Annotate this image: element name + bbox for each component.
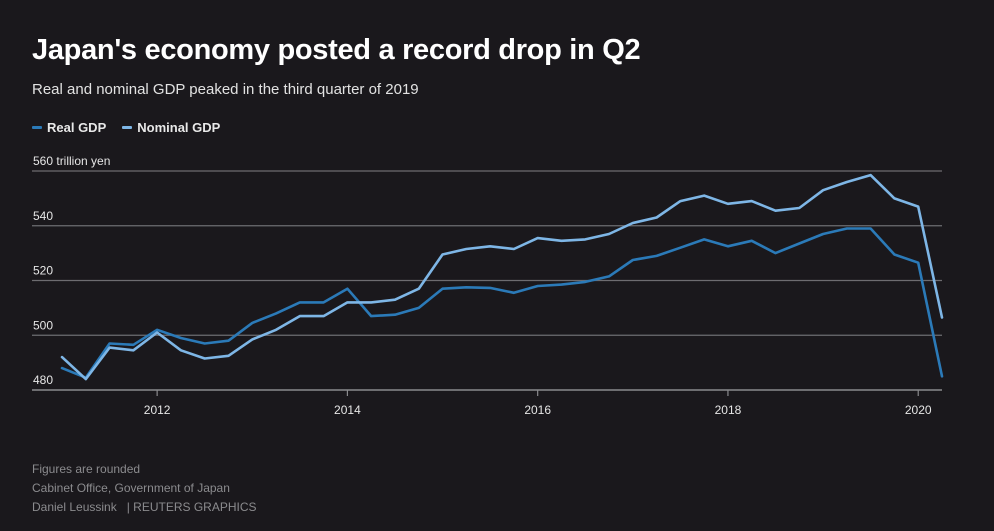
legend-swatch-real-gdp bbox=[32, 126, 42, 129]
y-tick-label-500: 500 bbox=[33, 318, 53, 332]
series-line-real-gdp bbox=[60, 227, 944, 380]
chart-subtitle: Real and nominal GDP peaked in the third… bbox=[32, 81, 419, 98]
x-tick-label-2018: 2018 bbox=[715, 403, 742, 417]
footer-credit-line: Daniel Leussink | REUTERS GRAPHICS bbox=[32, 498, 257, 517]
y-tick-label-480: 480 bbox=[33, 373, 53, 387]
legend-swatch-nominal-gdp bbox=[122, 126, 133, 129]
legend-label-nominal-gdp: Nominal GDP bbox=[137, 120, 221, 135]
footer-credit: | REUTERS GRAPHICS bbox=[126, 500, 257, 514]
legend-label-real-gdp: Real GDP bbox=[47, 120, 107, 135]
y-tick-label-520: 520 bbox=[33, 264, 53, 278]
y-tick-label-560: 560 trillion yen bbox=[33, 154, 110, 168]
legend-item-real-gdp: Real GDP bbox=[32, 120, 106, 135]
footer-source: Cabinet Office, Government of Japan bbox=[32, 481, 230, 495]
chart-title: Japan's economy posted a record drop in … bbox=[32, 34, 641, 66]
x-tick-label-2012: 2012 bbox=[144, 403, 171, 417]
footer-note: Figures are rounded bbox=[32, 462, 141, 476]
footer-author: Daniel Leussink bbox=[32, 500, 117, 514]
legend-item-nominal-gdp: Nominal GDP bbox=[122, 120, 220, 135]
y-tick-label-540: 540 bbox=[33, 209, 53, 223]
footer: Figures are rounded Cabinet Office, Gove… bbox=[32, 460, 257, 517]
legend: Real GDP Nominal GDP bbox=[32, 120, 220, 135]
x-tick-label-2014: 2014 bbox=[334, 403, 361, 417]
x-tick-label-2016: 2016 bbox=[524, 403, 551, 417]
x-tick-label-2020: 2020 bbox=[905, 403, 932, 417]
series-line-nominal-gdp bbox=[60, 173, 944, 381]
